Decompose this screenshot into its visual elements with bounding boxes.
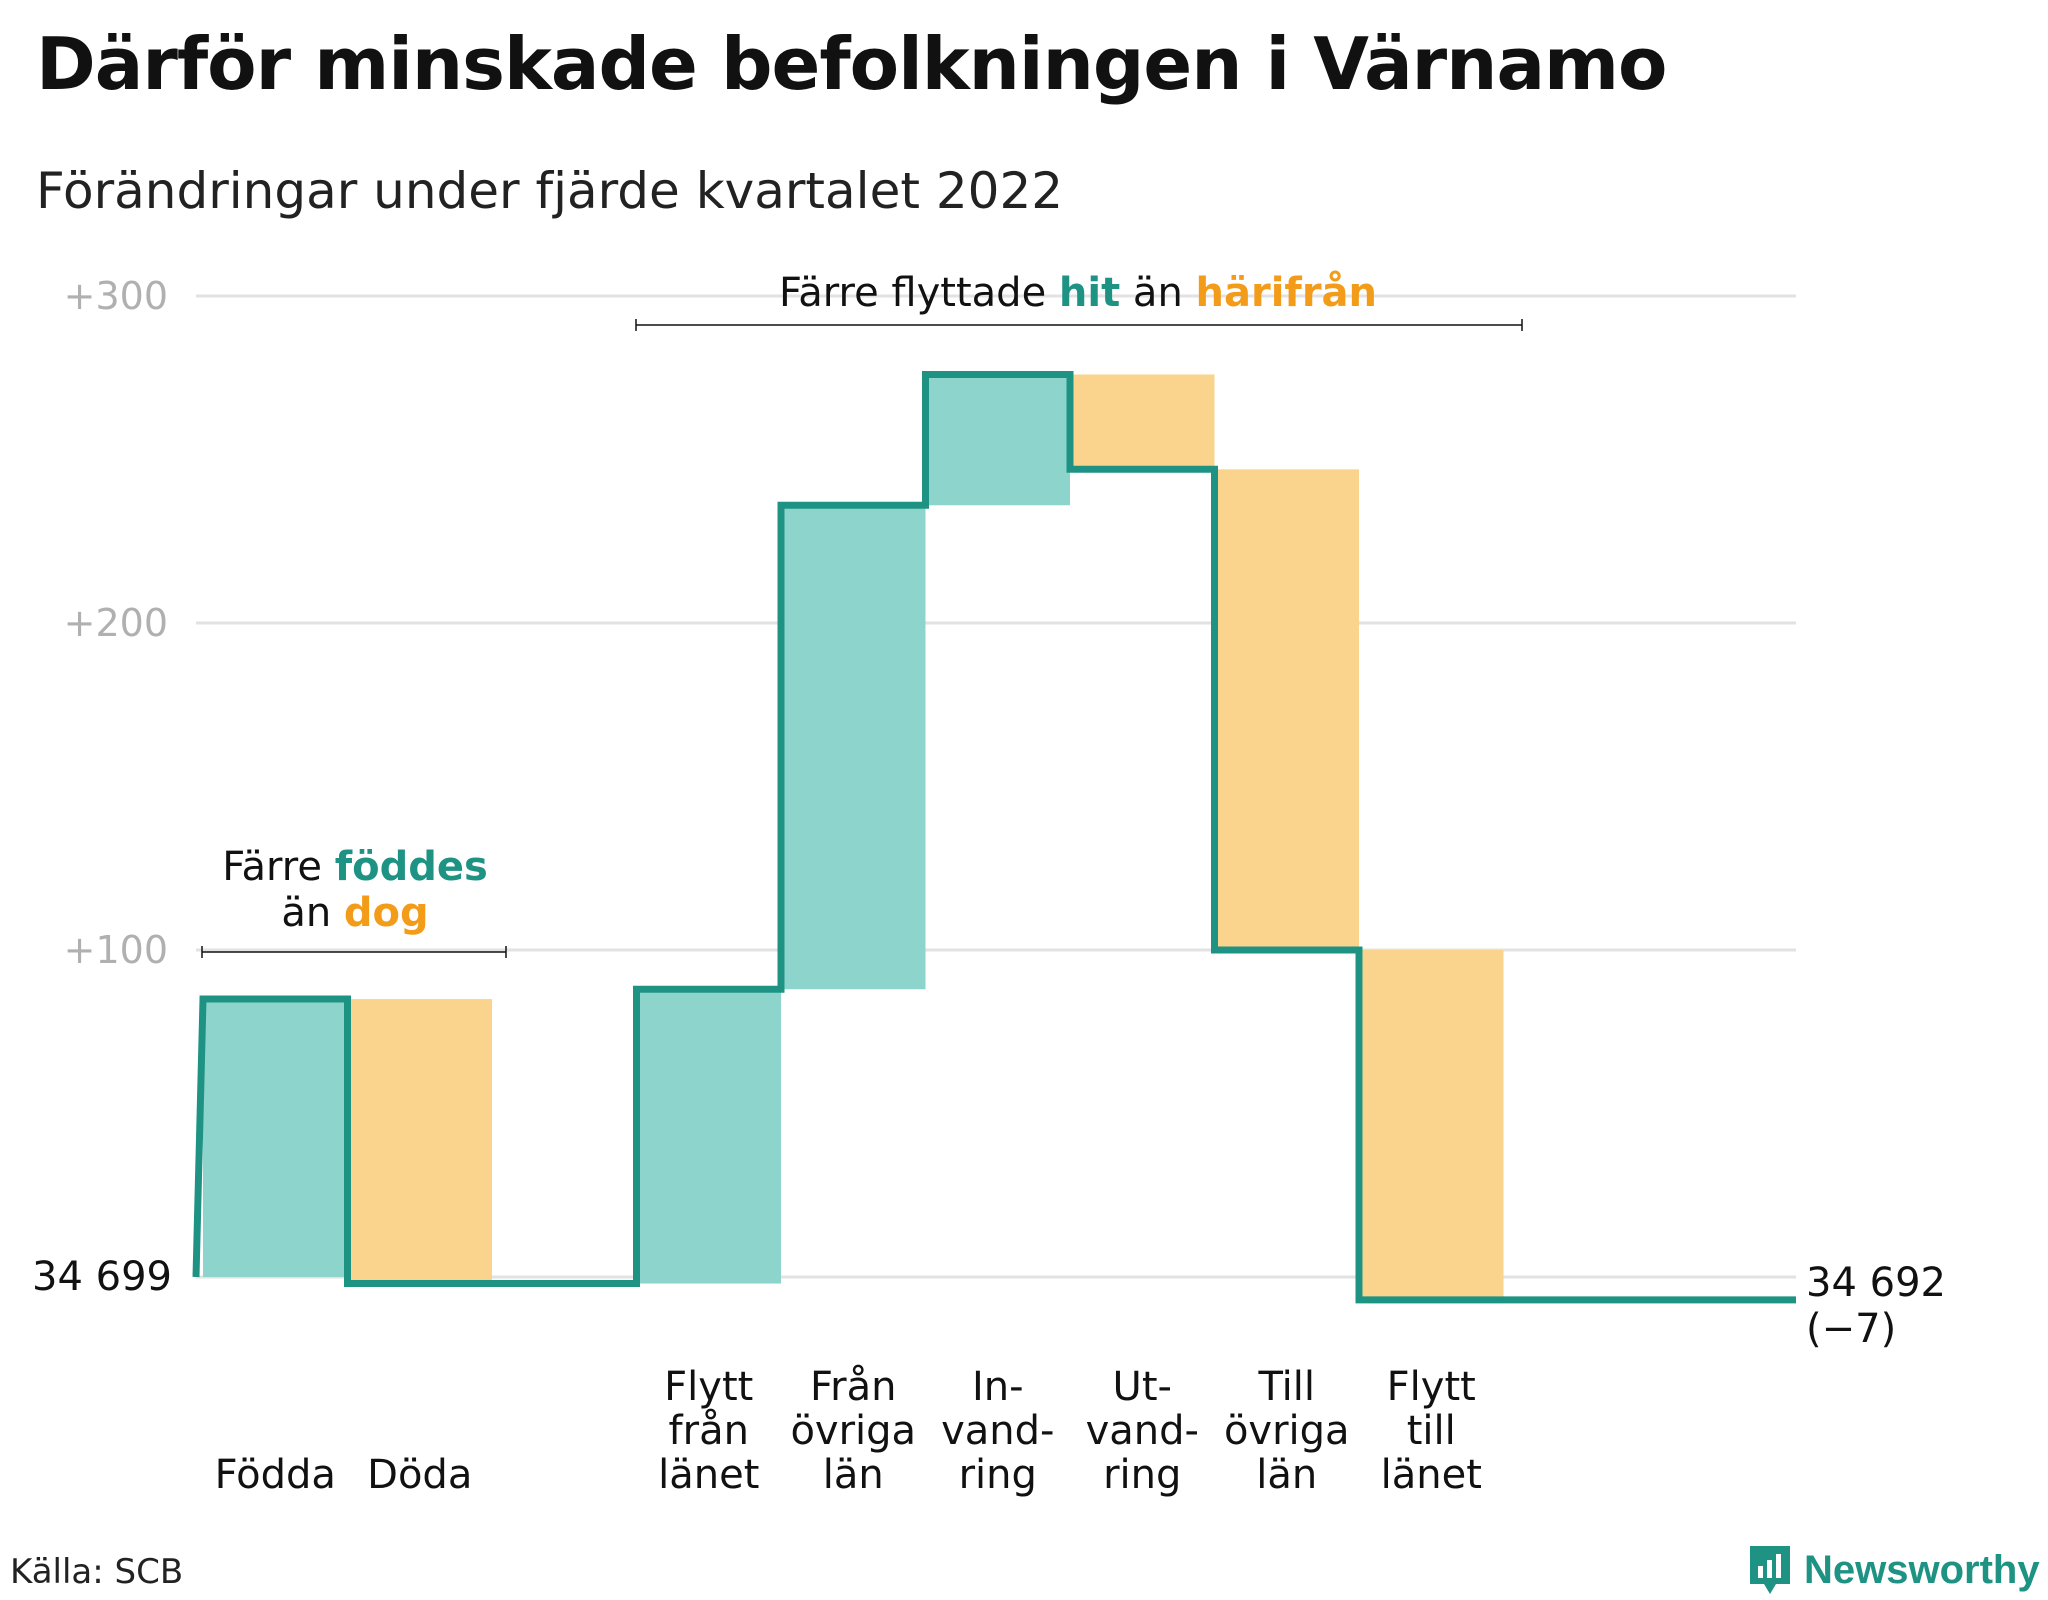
annotation-deaths-highlight: dog bbox=[344, 890, 429, 936]
bar-flytt bbox=[636, 989, 781, 1284]
annotation-births-line1: Färre föddes bbox=[222, 844, 488, 890]
annotation-deaths-prefix: än bbox=[281, 890, 344, 936]
end-value-label: 34 692 bbox=[1806, 1260, 1946, 1306]
annotation-births-line2: än dog bbox=[281, 890, 428, 936]
category-label: län bbox=[823, 1452, 884, 1498]
annotation-layer: Färre föddes än dog Färre flyttade hit ä… bbox=[201, 269, 1523, 958]
category-label: vand- bbox=[1086, 1408, 1199, 1454]
annotation-migration-prefix: Färre flyttade bbox=[779, 270, 1059, 316]
annotation-births-highlight: föddes bbox=[335, 844, 488, 890]
end-change-label: (−7) bbox=[1806, 1306, 1896, 1352]
category-label: Ut- bbox=[1113, 1364, 1172, 1410]
bar-döda bbox=[347, 999, 492, 1284]
annotation-migration-harifran: härifrån bbox=[1196, 269, 1378, 316]
category-label: Döda bbox=[367, 1452, 472, 1498]
bar-layer bbox=[203, 374, 1504, 1300]
annotation-migration-hit: hit bbox=[1059, 270, 1120, 316]
category-label: Till bbox=[1257, 1364, 1315, 1410]
annotation-migration-middle: än bbox=[1120, 270, 1195, 316]
annotation-births-prefix: Färre bbox=[222, 844, 334, 890]
label-layer: 34 699 34 692(−7)Födda DödaFlyttfrånlänetF… bbox=[32, 1254, 1946, 1498]
bar-in- bbox=[925, 374, 1070, 506]
category-label: Flytt bbox=[1387, 1364, 1476, 1410]
bar-chart-icon bbox=[1750, 1546, 1790, 1594]
category-label: länet bbox=[1381, 1452, 1482, 1498]
bar-till bbox=[1214, 469, 1359, 950]
category-label: ring bbox=[959, 1452, 1037, 1498]
step-line-layer bbox=[192, 371, 1796, 1304]
bar-flytt bbox=[1359, 950, 1504, 1300]
category-label: Från bbox=[810, 1364, 896, 1410]
category-label: övriga bbox=[790, 1408, 916, 1454]
brand-name: Newsworthy bbox=[1804, 1547, 2040, 1592]
chart-title: Därför minskade befolkningen i Värnamo bbox=[36, 22, 1668, 106]
category-label: In- bbox=[972, 1364, 1024, 1410]
annotation-migration: Färre flyttade hit än härifrån bbox=[779, 269, 1377, 316]
category-label: till bbox=[1407, 1408, 1456, 1454]
bar-från bbox=[781, 505, 926, 990]
category-label: län bbox=[1256, 1452, 1317, 1498]
category-label: vand- bbox=[941, 1408, 1054, 1454]
brand-logo: Newsworthy bbox=[1746, 1540, 2040, 1600]
start-value-label: 34 699 bbox=[32, 1254, 172, 1300]
category-label: Flytt bbox=[664, 1364, 753, 1410]
category-label: ring bbox=[1103, 1452, 1181, 1498]
y-tick-label: +200 bbox=[64, 601, 168, 645]
annotation-births-bracket bbox=[201, 946, 507, 958]
category-label: övriga bbox=[1224, 1408, 1350, 1454]
waterfall-chart: +100 +200 +300 34 699 34 692(−7) Födda Döda Fl… bbox=[32, 269, 1946, 1498]
category-label: från bbox=[669, 1408, 749, 1454]
y-tick-label: +300 bbox=[64, 274, 168, 318]
bar-födda bbox=[203, 999, 348, 1277]
category-label: Födda bbox=[215, 1452, 336, 1498]
cumulative-step-line bbox=[192, 371, 1796, 1304]
bar-ut- bbox=[1070, 374, 1215, 470]
source-note: Källa: SCB bbox=[10, 1552, 184, 1592]
category-label: länet bbox=[658, 1452, 759, 1498]
chart-subtitle: Förändringar under fjärde kvartalet 2022 bbox=[36, 162, 1064, 220]
annotation-migration-bracket bbox=[635, 319, 1523, 331]
y-tick-label: +100 bbox=[64, 928, 168, 972]
